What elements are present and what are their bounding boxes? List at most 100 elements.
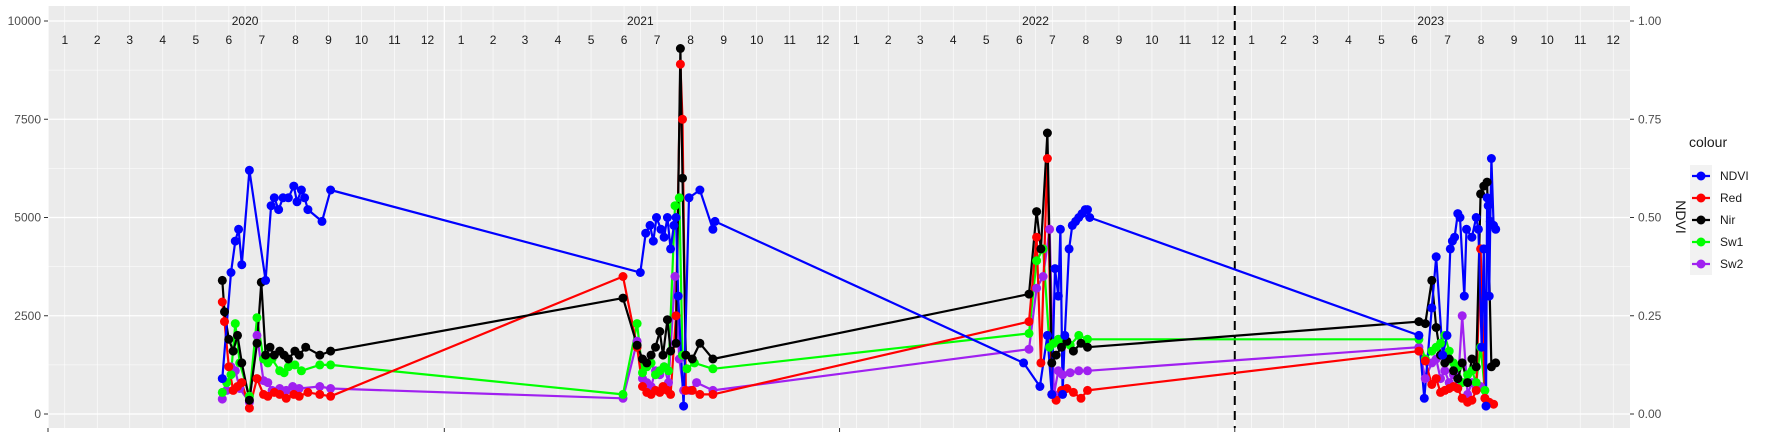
legend-label-red: Red: [1720, 191, 1742, 205]
point-red: [1453, 384, 1463, 393]
point-red: [1489, 399, 1499, 409]
point-red: [695, 389, 705, 399]
point-ndvi: [656, 224, 666, 234]
point-ndvi: [244, 165, 254, 175]
point-sw2: [1038, 272, 1048, 281]
point-nir: [642, 358, 652, 368]
point-red: [678, 114, 687, 124]
point-ndvi: [669, 220, 679, 230]
point-red: [294, 391, 304, 401]
point-nir: [1453, 374, 1463, 384]
point-ndvi: [1085, 213, 1095, 222]
month-label: 5: [1378, 33, 1385, 47]
point-sw1: [1471, 378, 1481, 388]
point-ndvi: [266, 201, 276, 211]
y-axis-right: 0.00 0.25 0.50 0.75 1.00: [1630, 14, 1662, 421]
month-label: 9: [325, 33, 332, 47]
point-nir: [1431, 323, 1441, 332]
point-sw2: [217, 394, 227, 404]
point-red: [1467, 395, 1477, 405]
point-sw1: [674, 193, 684, 203]
point-red: [1032, 232, 1042, 242]
month-label: 7: [259, 33, 266, 47]
point-nir: [618, 293, 628, 303]
point-red: [681, 385, 691, 395]
point-red: [1042, 154, 1052, 163]
legend-key-point: [1696, 171, 1706, 181]
point-ndvi: [289, 181, 299, 191]
month-label: 12: [1211, 33, 1225, 47]
month-label: 11: [783, 33, 796, 47]
point-ndvi: [1064, 244, 1074, 254]
legend-label-sw2: Sw2: [1720, 257, 1744, 271]
point-red: [1431, 374, 1441, 384]
point-sw2: [1032, 283, 1042, 293]
point-ndvi: [659, 232, 669, 242]
point-sw1: [326, 360, 336, 370]
point-nir: [244, 395, 254, 405]
point-sw2: [281, 385, 291, 395]
point-ndvi: [708, 224, 718, 234]
y-tick-label-left: 2500: [14, 309, 41, 323]
year-label: 2020: [232, 14, 259, 28]
point-ndvi: [1083, 205, 1092, 215]
point-sw1: [1444, 346, 1454, 356]
point-ndvi: [237, 260, 247, 270]
year-label: 2021: [627, 14, 654, 28]
point-nir: [681, 350, 691, 360]
point-sw2: [315, 382, 325, 391]
point-ndvi: [1491, 224, 1501, 234]
point-ndvi: [1427, 303, 1437, 313]
point-nir: [1068, 346, 1078, 356]
point-sw1: [682, 364, 692, 374]
point-red: [326, 391, 336, 401]
point-nir: [1042, 128, 1052, 138]
point-ndvi: [230, 236, 240, 246]
point-ndvi: [1486, 154, 1496, 163]
point-ndvi: [1060, 330, 1070, 340]
point-nir: [301, 342, 311, 352]
point-ndvi: [303, 205, 313, 215]
point-sw2: [326, 384, 336, 393]
point-red: [687, 385, 697, 395]
point-nir: [675, 44, 685, 53]
point-sw1: [290, 360, 300, 370]
month-label: 12: [421, 33, 435, 47]
point-red: [244, 403, 254, 413]
legend-label-sw1: Sw1: [1720, 235, 1744, 249]
point-ndvi: [1471, 213, 1481, 222]
month-label: 10: [750, 33, 764, 47]
point-sw1: [1074, 330, 1084, 340]
month-label: 8: [687, 33, 694, 47]
point-red: [675, 59, 685, 69]
point-nir: [1420, 319, 1430, 329]
point-sw1: [230, 319, 240, 329]
point-nir: [1457, 358, 1467, 368]
point-ndvi: [317, 216, 327, 226]
y-tick-label-left: 0: [34, 407, 41, 421]
point-ndvi: [1414, 330, 1424, 340]
point-nir: [224, 334, 234, 344]
point-sw1: [670, 201, 680, 211]
point-sw2: [670, 272, 680, 281]
month-label: 4: [1345, 33, 1352, 47]
y-tick-label-left: 7500: [14, 112, 41, 126]
point-nir: [671, 338, 681, 348]
point-red: [1068, 387, 1078, 397]
month-label: 11: [1574, 33, 1587, 47]
point-red: [618, 272, 628, 281]
point-ndvi: [1479, 244, 1489, 254]
month-label: 8: [1478, 33, 1485, 47]
point-nir: [655, 327, 665, 336]
point-nir: [687, 354, 697, 364]
point-sw1: [1032, 256, 1042, 266]
point-sw2: [1457, 311, 1467, 321]
point-sw1: [1436, 338, 1445, 348]
point-ndvi: [645, 220, 655, 230]
point-sw1: [217, 387, 227, 397]
point-nir: [1491, 358, 1501, 368]
point-nir: [220, 307, 229, 317]
point-sw2: [1083, 366, 1092, 376]
point-red: [1024, 317, 1034, 327]
